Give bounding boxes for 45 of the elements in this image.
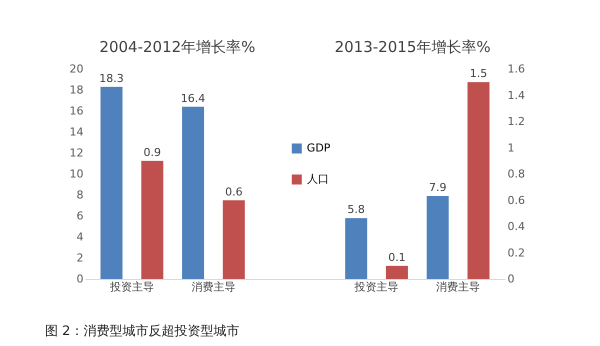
x-tick-label: 消费主导 (191, 280, 236, 294)
y2-tick-label: 1.4 (508, 88, 525, 102)
y-tick-label: 18 (70, 84, 84, 96)
bar (426, 196, 449, 279)
x-tick-label: 投资主导 (354, 280, 399, 294)
y-tick-label: 20 (70, 62, 84, 76)
x-tick-label: 消费主导 (436, 280, 480, 294)
bar (222, 200, 245, 279)
data-label: 7.9 (428, 181, 446, 194)
y-tick-label: 6 (76, 210, 84, 222)
data-label: 5.8 (347, 203, 365, 216)
y-tick-label: 0 (76, 272, 84, 286)
legend-label: GDP (306, 142, 331, 154)
bar (100, 86, 123, 279)
data-label: 0.1 (388, 250, 406, 264)
bar (345, 218, 368, 279)
y2-tick-label: 1.2 (508, 115, 525, 128)
bar (386, 266, 408, 279)
y-tick-label: 14 (70, 126, 84, 138)
text: 2013-2015年增长率% (334, 38, 491, 56)
text: 2004-2012年增长率% (99, 38, 256, 56)
y2-tick-label: 0.4 (508, 220, 525, 233)
bar (182, 106, 204, 279)
y2-tick-label: 0 (508, 272, 514, 286)
y-tick-label: 2 (76, 252, 84, 264)
y2-tick-label: 1 (508, 141, 514, 154)
data-label: 1.5 (470, 67, 488, 80)
legend-label: 人口 (306, 172, 329, 186)
y2-tick-label: 0.8 (508, 168, 525, 180)
data-label: 0.6 (225, 185, 243, 198)
x-tick-label: 投资主导 (108, 280, 154, 294)
y-tick-label: 10 (70, 168, 84, 180)
bar (141, 160, 164, 279)
data-label: 0.9 (144, 146, 162, 159)
y2-tick-label: 0.2 (508, 246, 525, 260)
data-label: 16.4 (180, 92, 206, 105)
y2-tick-label: 1.6 (508, 62, 525, 76)
y-tick-label: 4 (76, 230, 84, 244)
caption: 图 2：消费型城市反超投资型城市 (45, 324, 240, 339)
data-label: 18.3 (99, 72, 124, 85)
y-tick-label: 12 (70, 146, 84, 160)
y2-tick-label: 0.6 (508, 194, 525, 207)
bar (467, 82, 490, 279)
y-tick-label: 16 (70, 104, 84, 118)
y-tick-label: 8 (76, 188, 84, 202)
